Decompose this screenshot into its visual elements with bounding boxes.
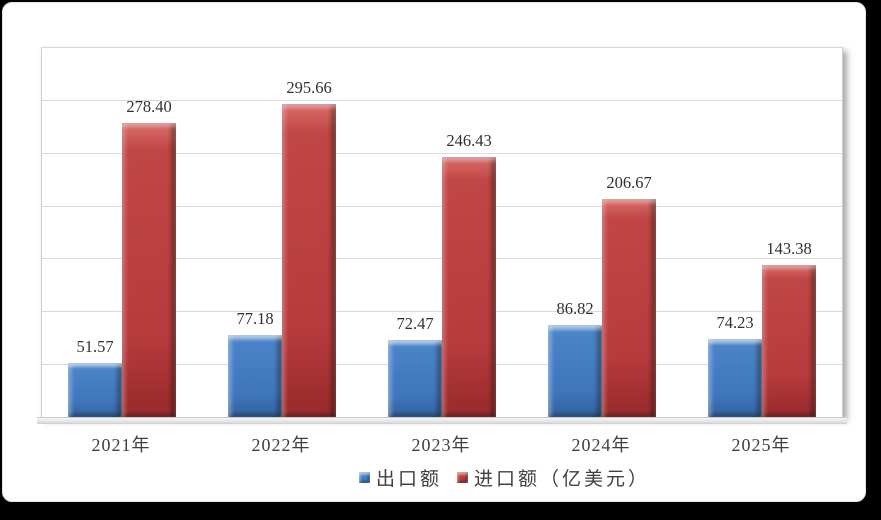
import-bar: [122, 122, 176, 417]
data-label: 278.40: [126, 96, 172, 116]
x-axis-label: 2024年: [571, 435, 631, 455]
data-label: 206.67: [606, 172, 652, 192]
x-axis-label: 2021年: [91, 435, 151, 455]
export-bar: [708, 338, 762, 417]
legend-label: 出口额: [376, 469, 443, 490]
data-label: 72.47: [396, 314, 434, 334]
chart-panel: 51.57 77.18 72.47 86.82 74.23 278.40 295.66 246…: [2, 2, 866, 502]
data-label: 74.23: [716, 312, 754, 332]
gridline: [42, 99, 842, 101]
plot-area: 51.57 77.18 72.47 86.82 74.23 278.40 295.66 246…: [41, 47, 843, 417]
legend-marker-import-icon: [457, 472, 469, 483]
legend-item-export: 出口额: [359, 464, 442, 491]
import-bar: [442, 156, 496, 417]
x-axis-label: 2022年: [251, 435, 311, 455]
data-label: 86.82: [556, 299, 594, 319]
data-label: 51.57: [76, 336, 114, 356]
legend: 出口额 进口额（亿美元）: [359, 464, 650, 491]
export-bar: [68, 362, 122, 417]
gridline: [42, 152, 842, 154]
export-bar: [228, 335, 282, 417]
gridline: [42, 47, 842, 48]
export-bar: [548, 325, 602, 417]
legend-marker-export-icon: [359, 472, 370, 483]
export-bar: [388, 340, 442, 417]
x-axis-label: 2025年: [731, 435, 791, 455]
data-label: 246.43: [446, 130, 492, 150]
import-bar: [602, 198, 656, 417]
data-label: 77.18: [236, 309, 274, 329]
legend-item-import: 进口额（亿美元）: [457, 464, 650, 491]
data-label: 295.66: [286, 78, 332, 98]
data-label: 143.38: [766, 239, 812, 259]
legend-label: 进口额（亿美元）: [474, 469, 651, 490]
x-axis-label: 2023年: [411, 435, 471, 455]
import-bar: [282, 104, 336, 417]
import-bar: [762, 265, 816, 417]
plot-floor: [37, 417, 847, 424]
